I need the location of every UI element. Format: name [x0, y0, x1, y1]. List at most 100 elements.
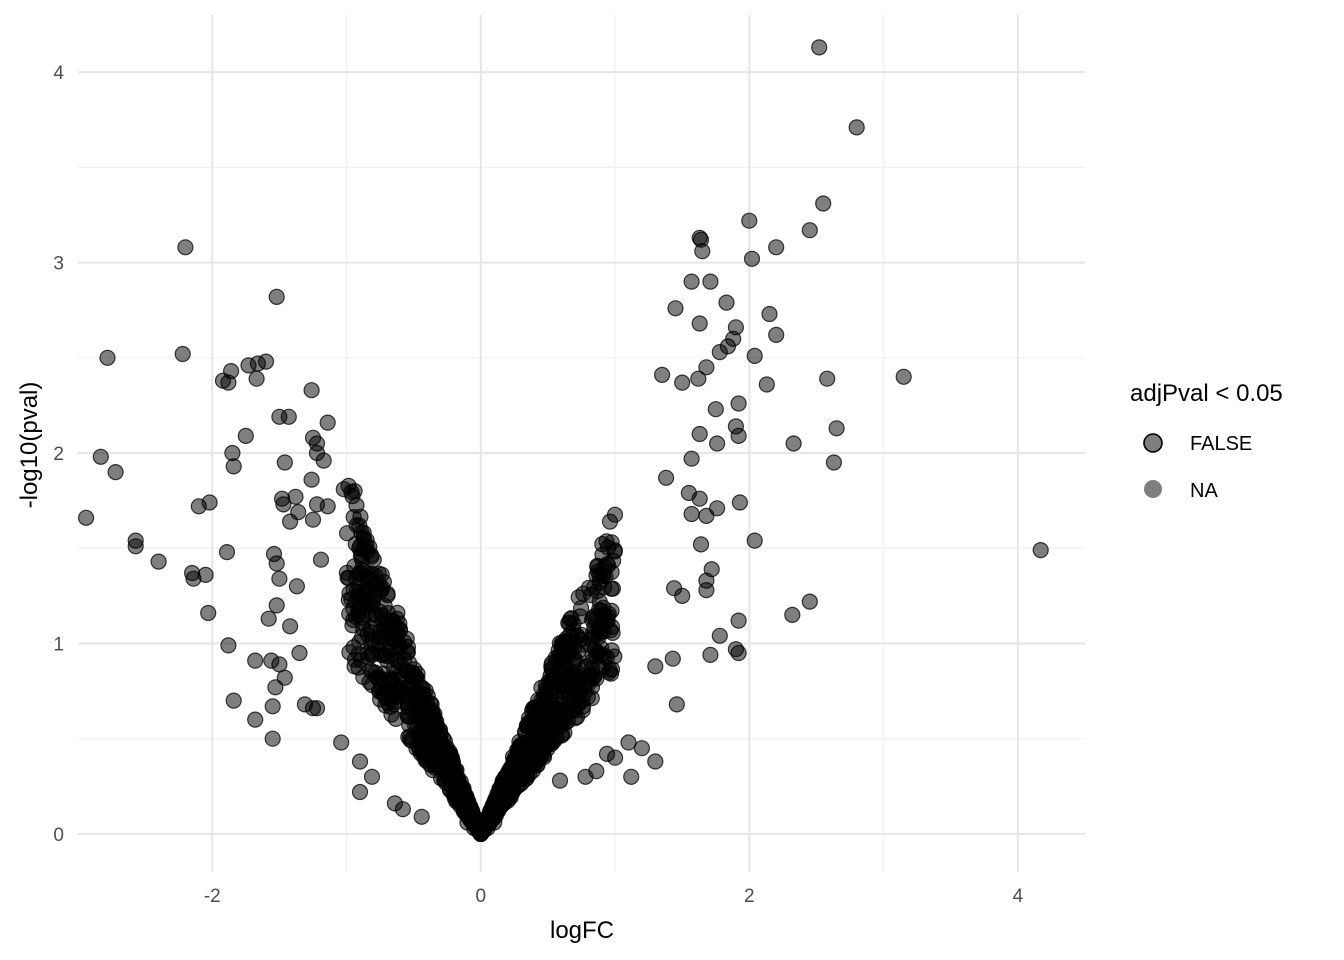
data-point — [448, 780, 465, 797]
legend-label-na: NA — [1190, 480, 1218, 502]
data-point — [758, 376, 775, 393]
data-point — [514, 737, 531, 754]
data-point — [414, 742, 431, 760]
data-point — [127, 538, 144, 555]
legend: adjPval < 0.05 FALSE NA — [1130, 380, 1283, 502]
data-point — [554, 652, 571, 669]
data-point — [746, 532, 763, 549]
data-point — [225, 458, 242, 475]
data-point — [768, 239, 785, 256]
data-point — [730, 427, 747, 444]
data-point — [312, 551, 330, 568]
data-point — [746, 347, 763, 364]
data-point — [411, 687, 428, 704]
data-point — [107, 464, 124, 481]
data-point — [623, 768, 640, 785]
data-point — [702, 273, 719, 290]
y-tick-label: 3 — [53, 254, 64, 275]
data-point — [647, 753, 664, 770]
data-point — [552, 706, 570, 724]
data-point — [475, 821, 492, 839]
data-point — [413, 704, 430, 721]
data-point — [92, 448, 109, 465]
data-point — [185, 570, 202, 587]
data-point — [895, 368, 912, 385]
data-point — [730, 644, 747, 662]
data-point — [367, 606, 384, 623]
data-point — [598, 533, 615, 550]
data-point — [303, 382, 320, 399]
data-point — [508, 755, 525, 772]
data-points — [77, 39, 1049, 843]
x-tick-label: 2 — [744, 886, 755, 907]
data-point — [815, 195, 832, 212]
data-point — [200, 604, 217, 622]
data-point — [674, 587, 691, 605]
data-point — [385, 696, 403, 713]
data-point — [319, 414, 336, 431]
data-point — [551, 772, 569, 789]
data-point — [600, 664, 618, 681]
data-point — [384, 612, 401, 629]
x-tick-label: 0 — [476, 886, 487, 907]
data-point — [572, 631, 589, 648]
data-point — [225, 692, 242, 709]
data-point — [355, 562, 372, 580]
data-point — [99, 349, 116, 366]
data-point — [848, 119, 865, 136]
data-point — [569, 684, 586, 701]
data-point — [683, 273, 700, 290]
data-point — [400, 728, 417, 746]
data-point — [530, 731, 547, 748]
data-point — [785, 435, 802, 452]
data-point — [268, 555, 285, 572]
data-point — [698, 507, 715, 525]
data-point — [319, 498, 336, 515]
y-axis-ticks: 0 1 2 3 4 — [53, 63, 64, 846]
data-point — [346, 658, 363, 675]
x-tick-label: 4 — [1013, 886, 1024, 907]
data-point — [743, 250, 761, 267]
data-point — [568, 708, 586, 726]
data-point — [801, 593, 818, 610]
data-point — [647, 658, 664, 675]
data-point — [503, 775, 520, 792]
data-point — [288, 578, 305, 595]
data-point — [711, 627, 728, 644]
data-point — [264, 698, 281, 715]
data-point — [413, 808, 430, 825]
data-point — [606, 749, 624, 766]
data-point — [589, 563, 607, 580]
data-point — [691, 490, 708, 507]
data-point — [536, 716, 553, 734]
data-point — [698, 359, 715, 376]
data-point — [384, 682, 401, 699]
data-point — [825, 454, 843, 471]
data-point — [276, 669, 293, 686]
data-point — [399, 638, 416, 656]
data-point — [828, 420, 845, 437]
data-point — [267, 679, 284, 696]
data-point — [553, 679, 570, 696]
data-point — [409, 670, 426, 688]
data-point — [694, 243, 711, 260]
data-point — [445, 762, 462, 780]
data-point — [674, 374, 691, 391]
data-point — [667, 300, 684, 317]
legend-key-na — [1144, 480, 1162, 498]
data-point — [351, 783, 369, 801]
data-point — [571, 608, 589, 625]
data-point — [590, 601, 608, 619]
data-point — [692, 536, 710, 553]
data-point — [486, 806, 503, 823]
data-point — [657, 469, 675, 486]
data-point — [201, 494, 218, 511]
data-point — [464, 810, 481, 828]
data-point — [351, 753, 369, 770]
data-point — [333, 734, 350, 751]
data-point — [691, 315, 708, 332]
data-point — [275, 496, 292, 513]
data-point — [280, 408, 297, 425]
data-point — [338, 564, 355, 581]
data-point — [731, 494, 749, 511]
